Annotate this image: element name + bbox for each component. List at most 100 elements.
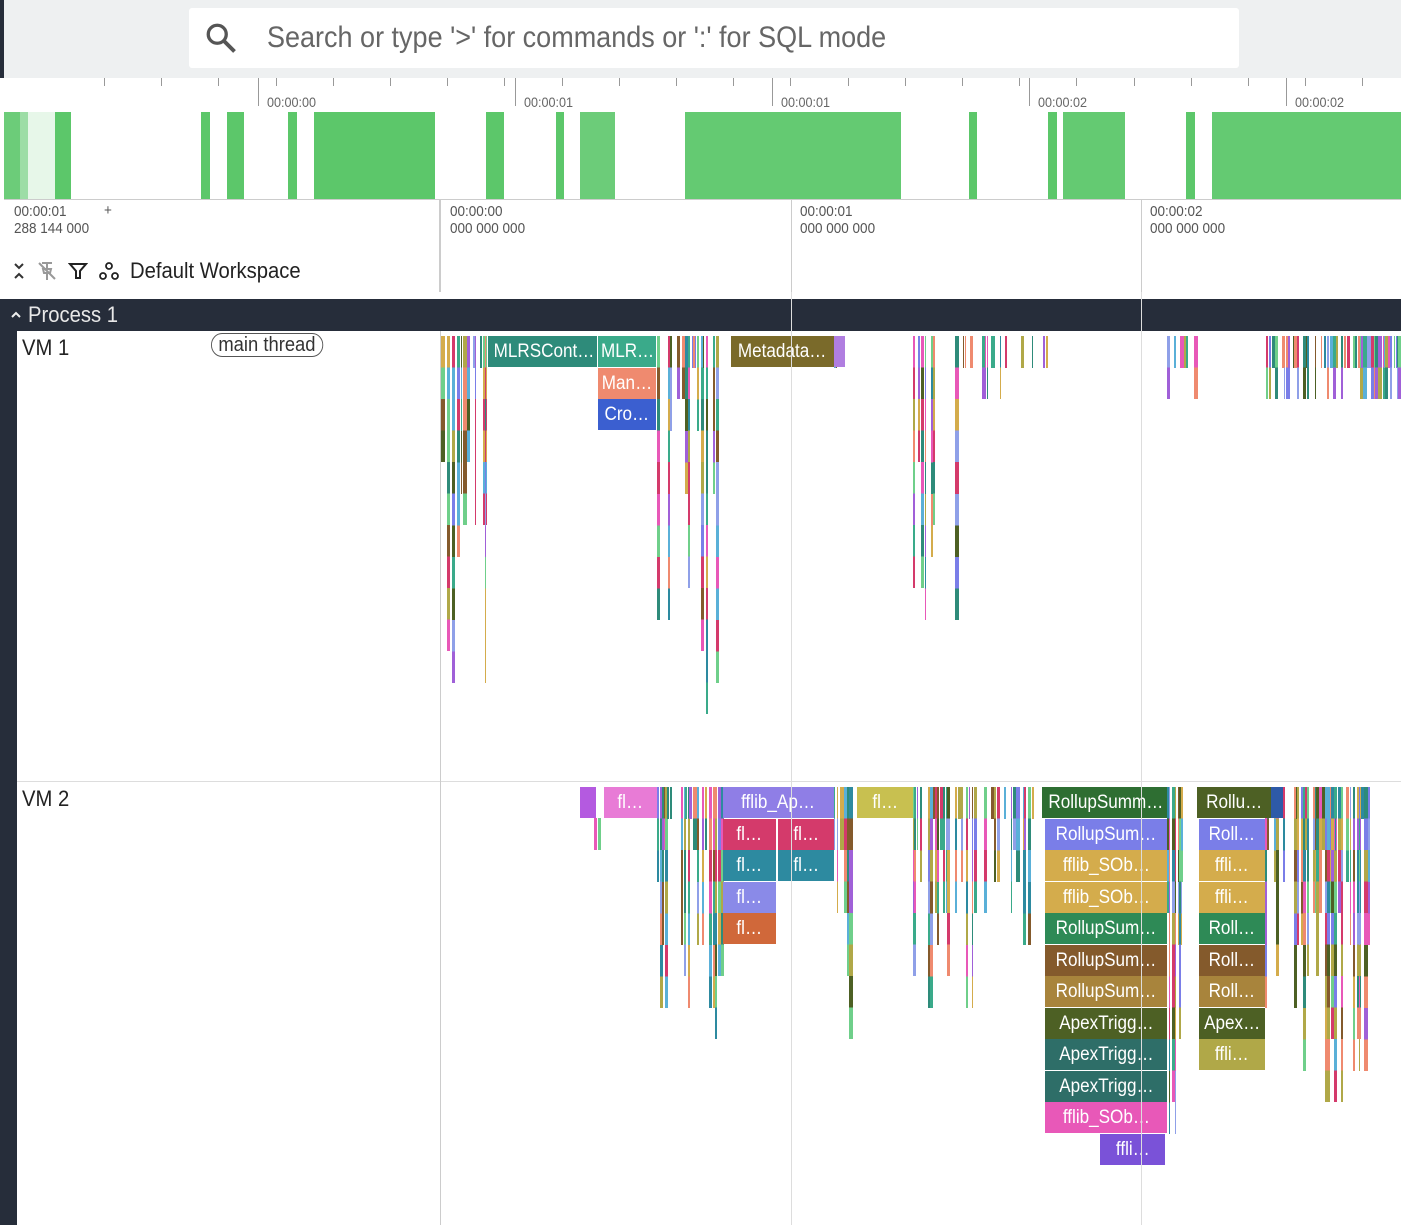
- slice[interactable]: RollupSumm…: [1042, 787, 1167, 818]
- slice[interactable]: ffli…: [1199, 881, 1265, 913]
- slice[interactable]: [1359, 336, 1363, 399]
- slice[interactable]: [932, 787, 935, 819]
- slice[interactable]: [1184, 336, 1187, 368]
- slice[interactable]: [688, 336, 690, 588]
- slice[interactable]: [947, 787, 950, 976]
- slice[interactable]: [1042, 336, 1045, 368]
- slice[interactable]: [1166, 336, 1170, 399]
- slice[interactable]: [1303, 336, 1306, 399]
- slice[interactable]: [1341, 787, 1343, 1102]
- slice[interactable]: fl…: [604, 787, 657, 818]
- slice[interactable]: [1353, 787, 1355, 1071]
- slice[interactable]: [1361, 787, 1365, 819]
- slice[interactable]: [1021, 336, 1025, 368]
- slice[interactable]: [954, 787, 957, 913]
- slice[interactable]: [843, 787, 848, 913]
- slice[interactable]: fl…: [723, 850, 776, 881]
- slice[interactable]: [1364, 787, 1369, 1071]
- slice[interactable]: fl…: [778, 818, 834, 850]
- slice[interactable]: fl…: [857, 787, 913, 818]
- slice[interactable]: [1179, 787, 1182, 1039]
- process-group-header[interactable]: Process 1: [0, 299, 1401, 331]
- slice[interactable]: [1031, 787, 1034, 819]
- track-vm1[interactable]: VM 1 main thread: [17, 331, 1401, 782]
- slice[interactable]: ffli…: [1199, 1039, 1265, 1070]
- slice[interactable]: [1271, 787, 1283, 818]
- slice[interactable]: [1333, 336, 1336, 399]
- slice[interactable]: [1378, 336, 1383, 399]
- slice[interactable]: [1346, 336, 1351, 368]
- slice[interactable]: [958, 787, 963, 819]
- slice[interactable]: [1023, 787, 1026, 945]
- slice[interactable]: [1397, 336, 1401, 399]
- slice[interactable]: [1352, 336, 1357, 368]
- slice[interactable]: [657, 336, 661, 620]
- slice[interactable]: [1180, 336, 1183, 368]
- slice[interactable]: [1390, 336, 1392, 399]
- slice[interactable]: [697, 336, 699, 431]
- slice[interactable]: [473, 336, 475, 368]
- slice[interactable]: RollupSum…: [1045, 818, 1167, 850]
- chevron-up-icon[interactable]: [10, 309, 22, 321]
- slice[interactable]: [1271, 336, 1276, 368]
- slice[interactable]: [701, 336, 705, 651]
- slice[interactable]: [1315, 336, 1317, 399]
- slice[interactable]: fflib_SOb…: [1045, 850, 1167, 881]
- slice[interactable]: [933, 336, 935, 525]
- slice[interactable]: [1341, 336, 1344, 399]
- slice[interactable]: [1286, 336, 1291, 399]
- slice[interactable]: [936, 787, 939, 945]
- slice[interactable]: Metadata…: [731, 336, 834, 367]
- slice[interactable]: [997, 787, 1000, 882]
- slice[interactable]: [446, 336, 450, 651]
- slice[interactable]: [667, 787, 669, 819]
- slice[interactable]: [1281, 336, 1285, 368]
- slice[interactable]: [1193, 336, 1198, 399]
- slice[interactable]: [1294, 336, 1297, 368]
- slice[interactable]: [714, 787, 717, 1039]
- slice[interactable]: [965, 787, 968, 1008]
- search-input[interactable]: [267, 21, 1077, 55]
- slice[interactable]: [1283, 787, 1285, 882]
- filter-icon[interactable]: [68, 261, 88, 281]
- slice[interactable]: [701, 787, 705, 945]
- track-vm2[interactable]: VM 2: [17, 782, 1401, 1225]
- slice[interactable]: [1383, 336, 1386, 399]
- slice[interactable]: [1346, 787, 1349, 882]
- slice[interactable]: [1016, 787, 1020, 882]
- slice[interactable]: [657, 787, 660, 882]
- slice[interactable]: [1288, 336, 1291, 368]
- slice[interactable]: [963, 336, 965, 368]
- slice[interactable]: [928, 787, 931, 1008]
- slice[interactable]: [1292, 336, 1296, 368]
- slice[interactable]: [1327, 336, 1329, 399]
- workspace-icon[interactable]: [98, 260, 120, 282]
- slice[interactable]: RollupSum…: [1045, 976, 1167, 1007]
- slice[interactable]: [942, 787, 945, 913]
- slice[interactable]: [1333, 787, 1338, 1102]
- slice[interactable]: [846, 787, 851, 976]
- slice[interactable]: [1337, 787, 1341, 913]
- slice[interactable]: [665, 787, 669, 1008]
- slice[interactable]: [463, 336, 468, 525]
- slice[interactable]: [954, 336, 959, 620]
- slice[interactable]: [1306, 787, 1310, 976]
- slice[interactable]: [1321, 787, 1325, 850]
- slice[interactable]: [920, 336, 924, 588]
- slice[interactable]: [1295, 787, 1298, 819]
- slice[interactable]: [1395, 336, 1398, 368]
- slice[interactable]: Roll…: [1199, 976, 1265, 1007]
- slice[interactable]: [1265, 787, 1267, 1008]
- slice[interactable]: [1361, 336, 1364, 368]
- slice[interactable]: [1367, 787, 1371, 945]
- slice[interactable]: [685, 787, 687, 819]
- slice[interactable]: [1172, 787, 1176, 1102]
- slice[interactable]: Apex…: [1199, 1007, 1265, 1039]
- slice[interactable]: fl…: [723, 913, 776, 944]
- slice[interactable]: [836, 787, 838, 913]
- collapse-all-icon[interactable]: [12, 261, 26, 281]
- slice[interactable]: [916, 787, 918, 850]
- slice[interactable]: [1174, 787, 1176, 1134]
- panel-divider[interactable]: [439, 200, 441, 292]
- slice[interactable]: [1303, 787, 1306, 1071]
